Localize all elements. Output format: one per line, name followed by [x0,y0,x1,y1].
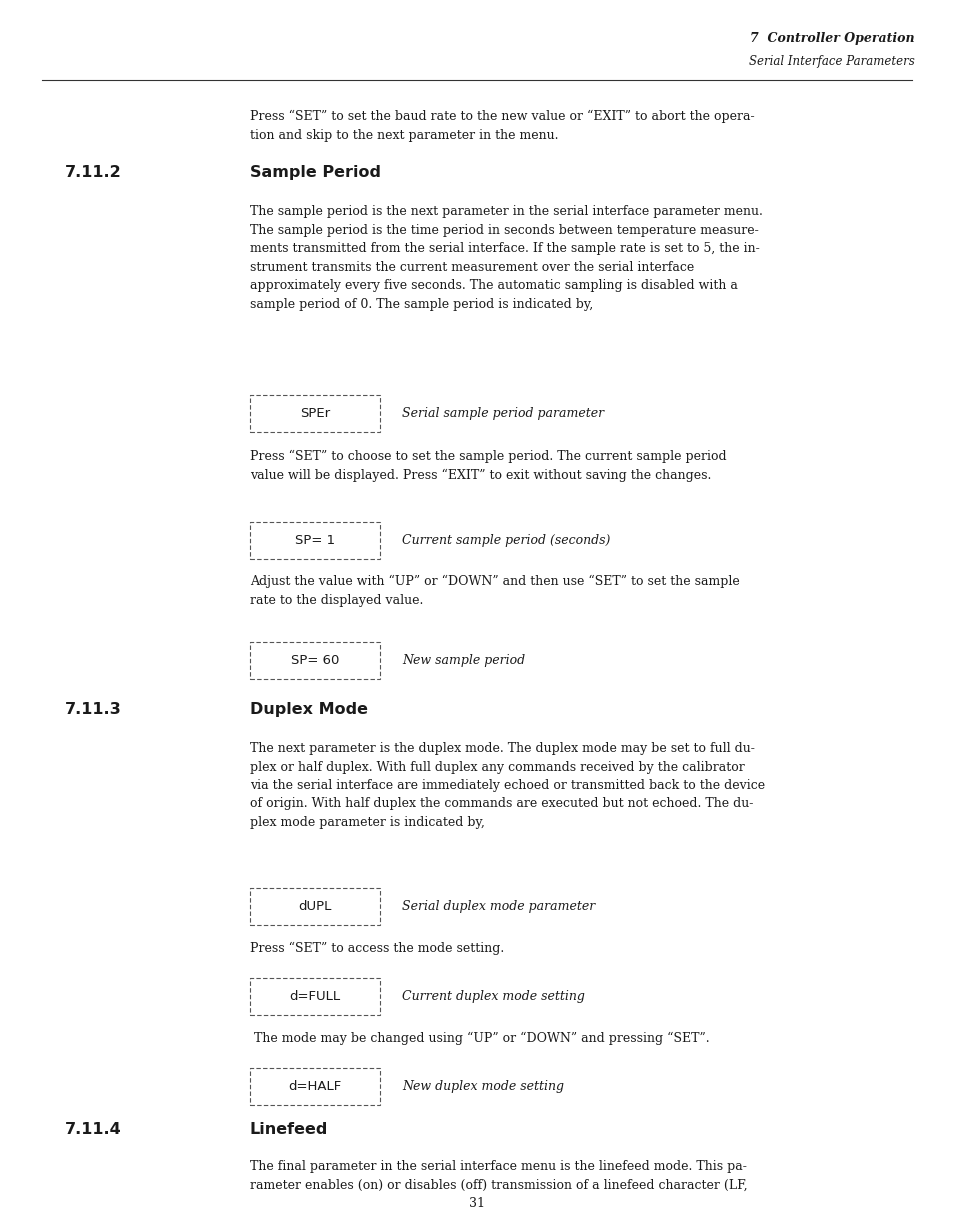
Text: Linefeed: Linefeed [250,1121,328,1137]
Text: Duplex Mode: Duplex Mode [250,702,368,717]
Text: 7  Controller Operation: 7 Controller Operation [750,32,914,45]
Text: 7.11.4: 7.11.4 [65,1121,122,1137]
Text: SP= 1: SP= 1 [294,534,335,547]
Text: The sample period is the next parameter in the serial interface parameter menu.
: The sample period is the next parameter … [250,205,762,310]
Text: Current duplex mode setting: Current duplex mode setting [401,990,584,1002]
Text: Serial sample period parameter: Serial sample period parameter [401,407,603,420]
Text: Sample Period: Sample Period [250,164,380,180]
Text: Press “SET” to set the baud rate to the new value or “EXIT” to abort the opera-
: Press “SET” to set the baud rate to the … [250,110,754,142]
Text: d=HALF: d=HALF [288,1080,341,1093]
Text: Press “SET” to access the mode setting.: Press “SET” to access the mode setting. [250,942,504,956]
Text: The final parameter in the serial interface menu is the linefeed mode. This pa-
: The final parameter in the serial interf… [250,1160,747,1191]
Text: Current sample period (seconds): Current sample period (seconds) [401,534,610,547]
Text: New duplex mode setting: New duplex mode setting [401,1080,563,1093]
Text: Serial Interface Parameters: Serial Interface Parameters [748,55,914,67]
Text: Serial duplex mode parameter: Serial duplex mode parameter [401,899,595,913]
Text: SPEr: SPEr [299,407,330,420]
Text: 31: 31 [469,1198,484,1210]
Text: The mode may be changed using “UP” or “DOWN” and pressing “SET”.: The mode may be changed using “UP” or “D… [250,1032,709,1045]
Text: Press “SET” to choose to set the sample period. The current sample period
value : Press “SET” to choose to set the sample … [250,450,726,482]
Text: 7.11.2: 7.11.2 [65,164,122,180]
Text: SP= 60: SP= 60 [291,654,339,667]
Text: d=FULL: d=FULL [289,990,340,1002]
Text: Adjust the value with “UP” or “DOWN” and then use “SET” to set the sample
rate t: Adjust the value with “UP” or “DOWN” and… [250,575,739,606]
Text: 7.11.3: 7.11.3 [65,702,122,717]
Text: dUPL: dUPL [298,899,332,913]
Text: New sample period: New sample period [401,654,524,667]
Text: The next parameter is the duplex mode. The duplex mode may be set to full du-
pl: The next parameter is the duplex mode. T… [250,742,764,829]
